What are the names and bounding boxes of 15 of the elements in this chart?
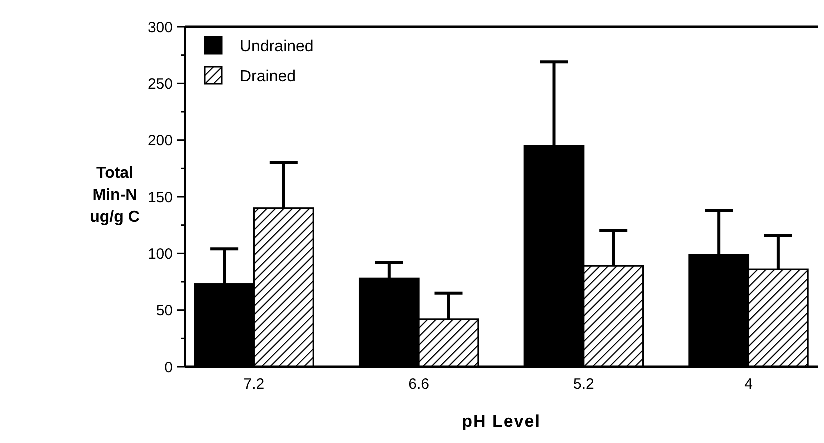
y-tick-label: 250 — [148, 76, 173, 93]
legend-label: Undrained — [240, 38, 314, 56]
x-tick-label: 7.2 — [244, 376, 265, 393]
y-axis-title: Total Min-N ug/g C — [90, 165, 140, 226]
x-tick-label: 6.6 — [408, 376, 430, 393]
y-tick-label: 0 — [164, 359, 173, 376]
y-tick-label: 300 — [148, 19, 173, 36]
x-axis-title: pH Level — [462, 412, 541, 431]
y-tick-label: 200 — [148, 132, 173, 150]
y-tick-label: 100 — [148, 246, 173, 263]
x-tick-label: 4 — [744, 376, 753, 393]
y-tick-label: 50 — [156, 302, 173, 320]
x-tick-label: 5.2 — [573, 376, 594, 393]
legend-label: Drained — [240, 68, 296, 86]
y-tick-label: 150 — [148, 189, 173, 206]
